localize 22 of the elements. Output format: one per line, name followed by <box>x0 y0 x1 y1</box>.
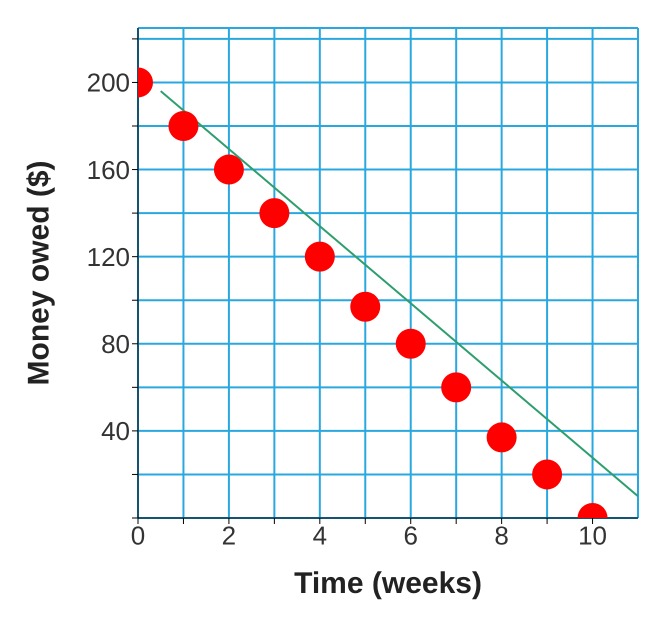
x-tick-label: 4 <box>312 520 328 550</box>
x-tick-label: 2 <box>222 520 236 550</box>
x-tick-label: 0 <box>130 520 146 550</box>
x-tick-label: 8 <box>494 520 509 550</box>
point <box>214 154 244 185</box>
y-tick-label: 160 <box>86 154 130 185</box>
y-tick-label: 40 <box>101 416 130 446</box>
y-tick-label: 80 <box>101 329 130 360</box>
y-axis-title: Money owed ($) <box>22 160 56 386</box>
x-tick-label: 6 <box>403 520 418 550</box>
point <box>350 292 380 322</box>
point <box>396 328 426 359</box>
y-tick-label: 120 <box>86 242 130 272</box>
x-axis-title: Time (weeks) <box>294 567 482 600</box>
point <box>486 422 517 452</box>
point <box>532 459 562 490</box>
point <box>259 198 290 228</box>
point <box>168 111 198 141</box>
point <box>441 372 472 402</box>
y-tick-label: 200 <box>86 68 130 98</box>
point <box>304 242 335 272</box>
x-tick-label: 10 <box>578 520 608 550</box>
